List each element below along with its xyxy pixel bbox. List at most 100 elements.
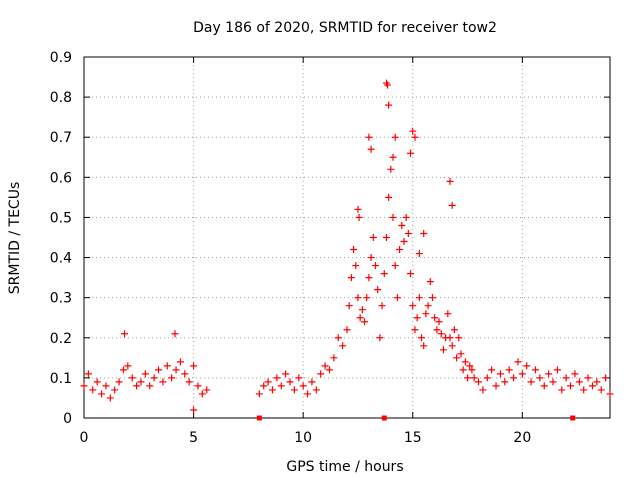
data-point [181,370,189,378]
data-point [567,382,575,390]
data-point [198,390,206,398]
data-point [124,362,132,370]
data-point [483,374,491,382]
gap-marker [381,415,387,421]
data-point [384,81,392,89]
data-point [172,366,180,374]
data-point [106,394,114,402]
data-point [475,378,482,386]
data-point [358,306,366,314]
data-point [446,177,454,185]
data-point [185,378,193,386]
data-point [290,386,298,394]
data-point [404,229,412,237]
y-tick-label: 0.6 [50,170,72,186]
data-point [439,346,447,354]
data-point [431,314,439,322]
y-tick-label: 0.2 [50,331,72,347]
data-point [428,294,436,302]
data-point [593,378,601,386]
data-point [420,342,428,350]
data-point [98,390,106,398]
data-point [505,366,513,374]
data-point [84,370,92,378]
x-tick-label: 15 [404,430,422,446]
y-tick-label: 0.7 [50,130,72,146]
data-point [514,358,522,366]
data-point [350,246,358,254]
data-point [464,374,472,382]
data-point [435,318,443,326]
data-point [571,370,579,378]
data-point [150,374,158,382]
data-point [492,382,500,390]
data-point [549,378,557,386]
y-tick-label: 0.8 [50,90,72,106]
data-point [409,302,417,310]
data-point [356,314,364,322]
data-point [510,374,518,382]
data-point [536,374,544,382]
data-point [496,370,504,378]
plot-frame [83,56,611,419]
data-point [361,318,369,326]
data-point [385,193,393,201]
data-point [325,366,333,374]
data-point [137,378,145,386]
data-point [102,382,110,390]
data-point [163,362,171,370]
data-point [268,386,276,394]
data-point [602,374,610,382]
data-point [415,250,423,258]
data-point [121,330,129,338]
data-point [584,374,592,382]
data-point [277,382,285,390]
data-point [354,205,362,213]
data-point [389,213,397,221]
data-point [461,358,469,366]
gap-marker [256,415,262,421]
data-point [345,302,353,310]
data-point [470,374,478,382]
data-point [128,374,136,382]
data-point [190,406,198,414]
data-point [466,362,474,370]
data-point [518,370,526,378]
data-point [354,294,362,302]
data-point [382,234,390,241]
data-point [402,213,410,221]
data-point [398,221,406,229]
data-point [391,133,399,141]
x-axis-label: GPS time / hours [286,459,403,475]
data-point [457,350,465,358]
data-point [89,386,97,394]
data-point [575,378,583,386]
data-point [448,342,456,350]
data-point [168,374,176,382]
x-tick-label: 0 [80,430,89,446]
data-point [527,378,535,386]
data-point [450,326,458,334]
data-point [562,374,570,382]
data-point [418,334,426,342]
data-point [317,370,325,378]
data-point [367,145,375,153]
data-point [415,294,423,302]
data-point [597,386,605,394]
y-tick-label: 0.3 [50,291,72,307]
data-point [437,330,445,338]
data-point [190,362,198,370]
data-point [444,310,452,318]
data-point [396,246,404,254]
data-point [93,378,101,386]
data-point [282,370,290,378]
data-point [308,378,316,386]
data-point [371,262,379,270]
data-point [400,238,408,246]
data-point [115,378,123,386]
data-point [531,366,539,374]
y-tick-label: 0.1 [50,371,72,387]
data-point [355,213,363,221]
data-point [446,334,454,342]
data-point [420,229,428,237]
